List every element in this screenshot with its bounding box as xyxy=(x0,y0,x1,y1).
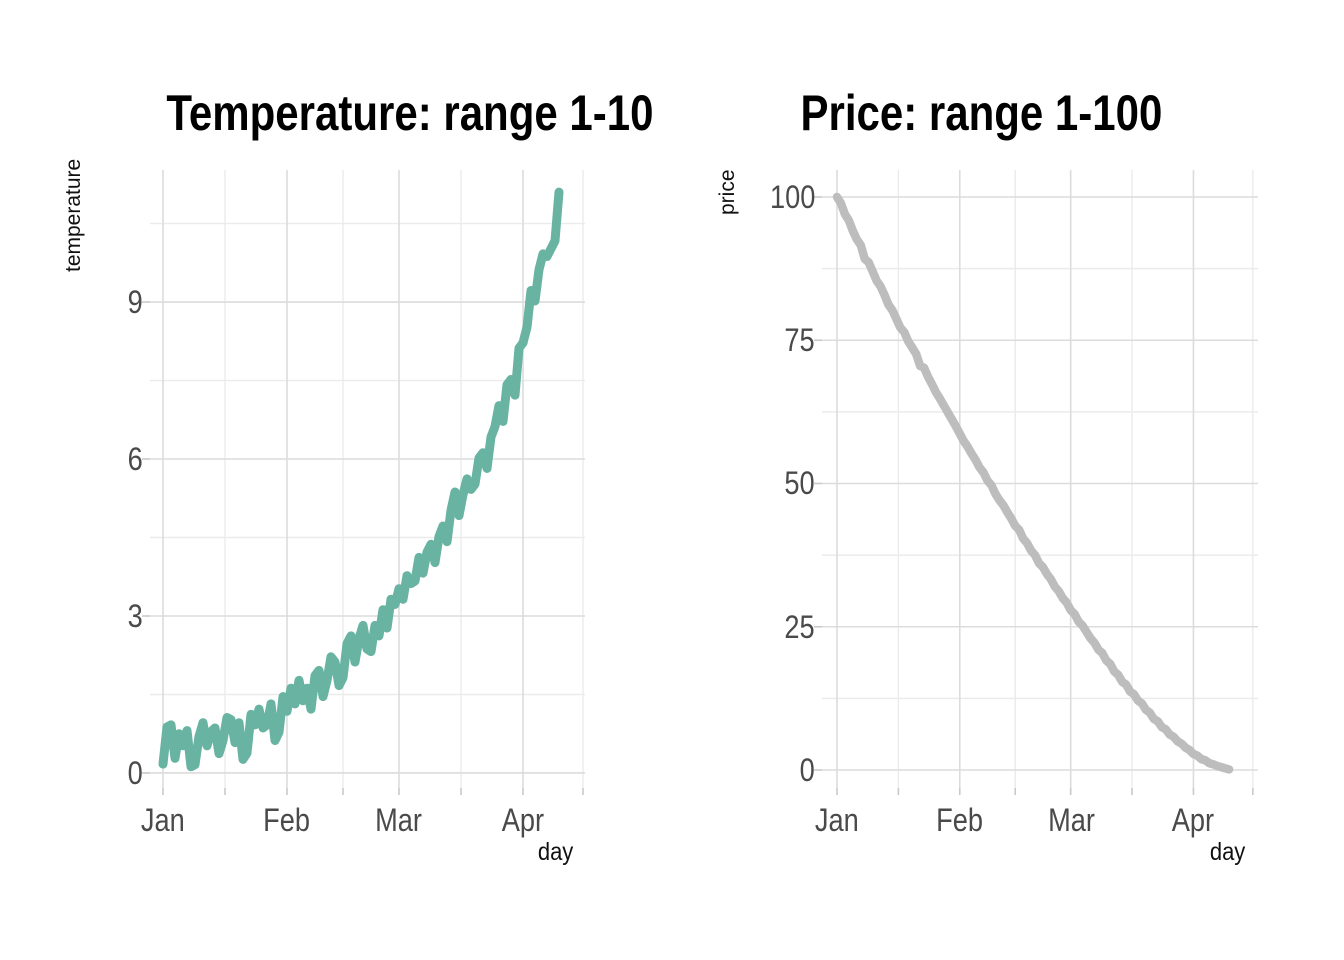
temperature-plot-area xyxy=(142,170,585,795)
price-x-axis-title: day xyxy=(1209,838,1245,866)
x-tick-label: Mar xyxy=(1048,802,1096,838)
price-chart-title: Price: range 1-100 xyxy=(721,84,1241,142)
price-chart-title-text: Price: range 1-100 xyxy=(800,85,1162,141)
temperature-x-axis-title: day xyxy=(537,838,573,866)
x-tick-label: Jan xyxy=(141,802,185,838)
x-tick-label: Feb xyxy=(263,802,311,838)
x-tick-label: Mar xyxy=(375,802,423,838)
y-tick-label: 0 xyxy=(127,755,143,791)
x-tick-label: Apr xyxy=(501,802,545,838)
x-tick-label: Jan xyxy=(815,802,859,838)
price-plot-area xyxy=(814,170,1258,795)
x-tick-label: Apr xyxy=(1171,802,1215,838)
x-tick-label: Feb xyxy=(936,802,984,838)
y-tick-label: 9 xyxy=(127,284,143,320)
y-tick-label: 75 xyxy=(784,322,815,358)
y-tick-label: 25 xyxy=(784,609,815,645)
y-tick-label: 3 xyxy=(127,598,143,634)
temperature-chart-title-text: Temperature: range 1-10 xyxy=(166,85,654,141)
y-tick-label: 0 xyxy=(799,752,815,788)
y-tick-label: 100 xyxy=(769,179,815,215)
y-tick-label: 6 xyxy=(127,441,143,477)
temperature-chart-title: Temperature: range 1-10 xyxy=(120,84,653,142)
y-tick-label: 50 xyxy=(784,465,815,501)
temperature-y-axis-title: temperature xyxy=(62,158,85,272)
